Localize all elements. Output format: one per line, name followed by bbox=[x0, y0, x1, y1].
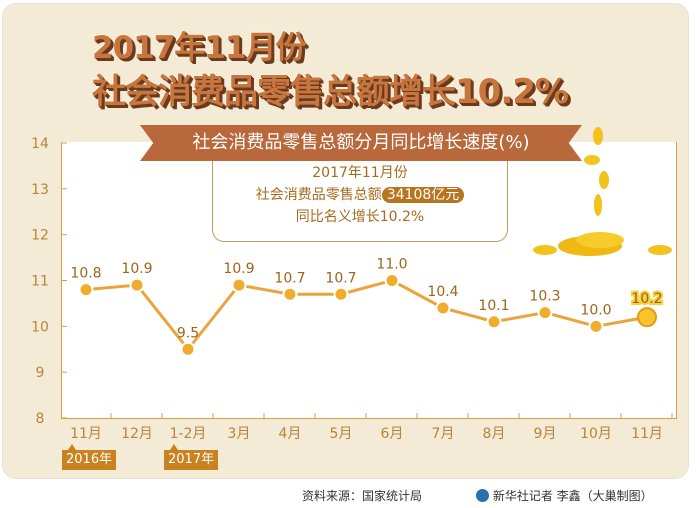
x-tick-label: 11月 bbox=[631, 426, 663, 442]
data-point bbox=[78, 282, 94, 298]
data-label: 10.4 bbox=[427, 284, 458, 300]
credit: 新华社记者 李鑫（大巢制图） bbox=[476, 487, 653, 504]
x-tick-label: 3月 bbox=[228, 426, 251, 442]
y-tick-label: 12 bbox=[31, 228, 49, 244]
x-tick-label: 5月 bbox=[330, 426, 353, 442]
year-tag-2017: 2017年 bbox=[164, 444, 219, 470]
data-point bbox=[231, 277, 247, 293]
data-point bbox=[588, 318, 604, 334]
info-line2: 社会消费品零售总额 34108亿元 bbox=[213, 184, 507, 206]
data-label: 10.1 bbox=[478, 298, 509, 314]
source-text: 资料来源：国家统计局 bbox=[302, 489, 423, 503]
title-line2: 社会消费品零售总额增长10.2% bbox=[92, 72, 569, 112]
y-tick-label: 14 bbox=[31, 136, 49, 152]
info-label: 社会消费品零售总额 bbox=[255, 187, 382, 203]
info-line1: 2017年11月份 bbox=[312, 165, 408, 181]
data-label: 10.2 bbox=[631, 291, 662, 307]
x-tick-label: 6月 bbox=[381, 426, 404, 442]
data-point bbox=[537, 305, 553, 321]
data-point bbox=[129, 277, 145, 293]
data-label: 10.9 bbox=[223, 261, 254, 277]
data-label: 10.7 bbox=[274, 270, 305, 286]
data-point bbox=[180, 341, 196, 357]
info-box: 2017年11月份 社会消费品零售总额 34108亿元 同比名义增长10.2% bbox=[212, 160, 508, 242]
x-tick-label: 9月 bbox=[534, 426, 557, 442]
y-tick-label: 10 bbox=[31, 319, 49, 335]
gold-coins-icon bbox=[533, 127, 672, 256]
data-point bbox=[333, 286, 349, 302]
data-point bbox=[435, 300, 451, 316]
data-point bbox=[486, 314, 502, 330]
year-tag-2016: 2016年 bbox=[62, 444, 117, 470]
data-point bbox=[282, 286, 298, 302]
y-tick-label: 13 bbox=[31, 182, 49, 198]
x-tick-label: 8月 bbox=[483, 426, 506, 442]
data-label: 10.3 bbox=[529, 289, 560, 305]
data-label: 9.5 bbox=[177, 325, 199, 341]
x-tick-label: 10月 bbox=[580, 426, 612, 442]
x-tick-label: 11月 bbox=[70, 426, 102, 442]
data-label: 10.0 bbox=[580, 302, 611, 318]
title-line1: 2017年11月份 bbox=[92, 30, 306, 66]
data-point bbox=[637, 307, 657, 328]
chart-title-ribbon: 社会消费品零售总额分月同比增长速度(%) bbox=[140, 125, 582, 161]
data-label: 11.0 bbox=[376, 257, 407, 273]
xinhua-logo-icon bbox=[476, 489, 489, 502]
data-point bbox=[384, 273, 400, 288]
x-tick-label: 12月 bbox=[121, 426, 153, 442]
x-tick-label: 7月 bbox=[432, 426, 455, 442]
data-label: 10.8 bbox=[70, 266, 101, 282]
y-tick-label: 11 bbox=[31, 274, 49, 290]
data-label: 10.9 bbox=[121, 261, 152, 277]
x-tick-label: 4月 bbox=[279, 426, 302, 442]
info-line3: 同比名义增长10.2% bbox=[295, 209, 425, 225]
y-tick-label: 9 bbox=[36, 365, 45, 381]
credit-text: 新华社记者 李鑫（大巢制图） bbox=[492, 489, 653, 503]
data-label: 10.7 bbox=[325, 270, 356, 286]
y-tick-label: 8 bbox=[36, 411, 45, 427]
x-tick-label: 1-2月 bbox=[170, 426, 207, 442]
amount-badge: 34108亿元 bbox=[381, 187, 465, 203]
series-line bbox=[85, 278, 648, 352]
